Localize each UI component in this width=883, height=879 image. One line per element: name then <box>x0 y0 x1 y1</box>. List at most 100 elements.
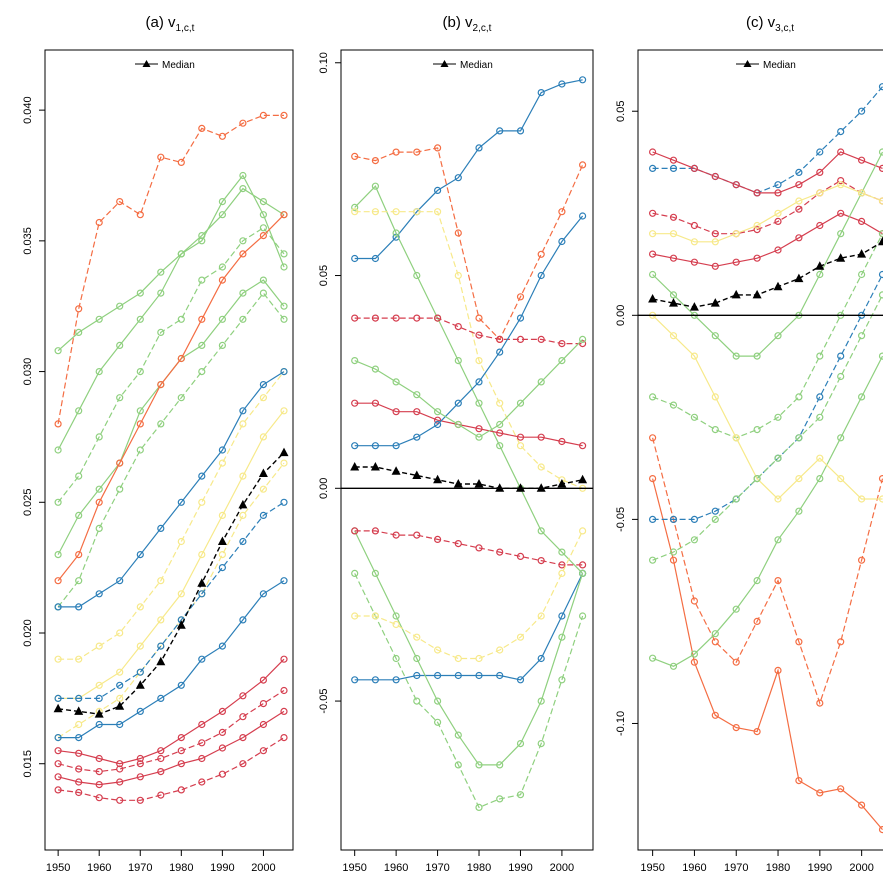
data-point <box>516 335 525 343</box>
median-point <box>794 273 804 283</box>
data-point <box>753 426 761 434</box>
data-point <box>558 676 566 684</box>
series-line <box>652 151 883 357</box>
data-point <box>218 744 226 752</box>
series-blue <box>54 577 288 742</box>
data-point <box>157 289 165 297</box>
series-green <box>351 335 587 441</box>
data-point <box>857 495 866 503</box>
plot-frame <box>637 49 883 851</box>
data-point <box>454 323 462 331</box>
data-point <box>454 671 462 680</box>
data-point <box>454 654 462 663</box>
data-point <box>392 378 400 386</box>
data-point <box>177 394 185 402</box>
median-point <box>710 298 720 307</box>
data-point <box>239 472 247 480</box>
data-point <box>496 761 504 769</box>
data-point <box>558 569 566 578</box>
data-point <box>198 472 206 480</box>
data-point <box>54 694 62 703</box>
data-point <box>774 413 782 421</box>
data-point <box>690 238 699 246</box>
series-line <box>58 658 285 765</box>
data-point <box>475 803 483 812</box>
data-point <box>711 515 719 524</box>
data-point <box>95 754 103 763</box>
data-point <box>177 498 185 506</box>
series-line <box>354 317 583 345</box>
data-point <box>516 552 525 561</box>
data-point <box>280 111 288 120</box>
data-point <box>371 365 379 373</box>
data-point <box>116 302 124 310</box>
data-point <box>496 429 504 437</box>
data-point <box>732 258 740 266</box>
data-point <box>157 381 165 389</box>
data-point <box>558 237 566 246</box>
data-point <box>837 177 845 185</box>
x-tick-label: 1960 <box>87 862 111 874</box>
data-point <box>218 563 226 572</box>
data-point <box>475 399 483 407</box>
series-line <box>652 294 883 561</box>
data-point <box>711 262 719 270</box>
median-point <box>217 536 227 545</box>
data-point <box>280 250 288 258</box>
data-point <box>413 408 421 416</box>
data-point <box>454 420 462 429</box>
data-point <box>516 314 525 322</box>
data-point <box>371 442 379 450</box>
data-point <box>837 352 845 360</box>
data-point <box>690 258 699 266</box>
data-point <box>392 620 400 629</box>
data-point <box>648 434 657 442</box>
data-point <box>537 250 545 258</box>
data-point <box>475 378 483 386</box>
data-point <box>95 368 103 376</box>
data-point <box>496 348 504 356</box>
data-point <box>54 655 62 663</box>
data-point <box>669 662 678 670</box>
data-point <box>516 399 525 407</box>
data-point <box>392 442 400 450</box>
data-point <box>434 646 442 654</box>
data-point <box>280 655 288 663</box>
panel-c: (c) v3,c,t Median -0.10 -0.05 0.00 0.05 195… <box>615 14 883 874</box>
series-line <box>58 410 285 700</box>
series-red <box>54 733 288 804</box>
series-red <box>351 314 587 348</box>
data-point <box>537 697 545 705</box>
x-tick-label: 1950 <box>46 862 70 874</box>
series-line <box>652 86 883 194</box>
median-point <box>516 483 525 492</box>
legend: Median <box>736 60 796 71</box>
series-layer <box>351 76 587 812</box>
data-point <box>648 270 657 279</box>
series-line <box>652 314 883 500</box>
data-point <box>795 507 803 515</box>
y-tick-label: -0.05 <box>318 689 330 714</box>
data-point <box>259 747 267 755</box>
data-point <box>496 420 504 429</box>
data-point <box>816 789 824 797</box>
data-point <box>157 577 165 585</box>
data-point <box>116 796 124 804</box>
median-point <box>669 298 678 307</box>
data-point <box>669 332 678 340</box>
data-point <box>218 263 226 271</box>
data-point <box>116 341 124 349</box>
data-point <box>218 642 226 650</box>
data-point <box>136 211 144 219</box>
data-point <box>774 666 782 675</box>
series-layer <box>648 83 883 834</box>
data-point <box>75 577 83 585</box>
data-point <box>177 681 185 689</box>
data-point <box>857 156 866 164</box>
data-point <box>711 393 719 401</box>
series-orange <box>351 144 587 343</box>
data-point <box>136 773 144 781</box>
data-point <box>711 238 719 246</box>
data-point <box>136 407 144 415</box>
data-point <box>516 127 525 135</box>
